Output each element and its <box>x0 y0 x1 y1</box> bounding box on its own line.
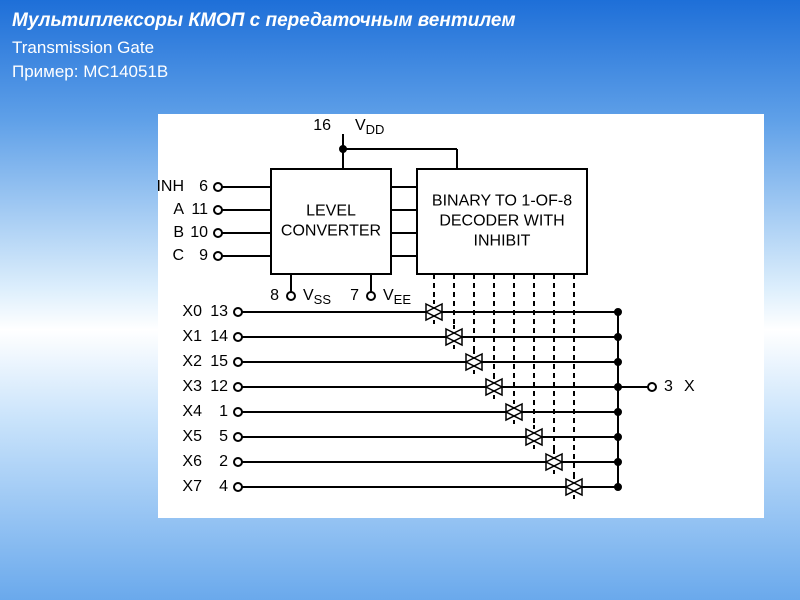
svg-text:6: 6 <box>199 178 208 195</box>
svg-text:X4: X4 <box>182 403 202 420</box>
slide-subtitle: Transmission Gate <box>12 38 154 58</box>
svg-text:8: 8 <box>270 287 279 304</box>
svg-text:X7: X7 <box>182 478 202 495</box>
svg-text:INH: INH <box>158 178 184 195</box>
svg-text:5: 5 <box>219 428 228 445</box>
svg-text:X2: X2 <box>182 353 202 370</box>
svg-text:A: A <box>173 201 184 218</box>
svg-text:X0: X0 <box>182 303 202 320</box>
svg-text:BINARY TO 1-OF-8: BINARY TO 1-OF-8 <box>432 193 572 210</box>
svg-text:7: 7 <box>350 287 359 304</box>
svg-text:X1: X1 <box>182 328 202 345</box>
svg-text:X6: X6 <box>182 453 202 470</box>
svg-text:16: 16 <box>313 117 331 134</box>
slide-title: Мультиплексоры КМОП с передаточным венти… <box>12 10 516 32</box>
svg-text:1: 1 <box>219 403 228 420</box>
svg-text:14: 14 <box>210 328 228 345</box>
svg-text:13: 13 <box>210 303 228 320</box>
svg-text:11: 11 <box>191 201 208 218</box>
svg-text:10: 10 <box>190 224 208 241</box>
svg-text:2: 2 <box>219 453 228 470</box>
svg-text:INHIBIT: INHIBIT <box>474 233 531 250</box>
circuit-diagram: LEVEL CONVERTER BINARY TO 1-OF-8 DECODER WI… <box>158 114 764 518</box>
svg-text:X: X <box>684 378 695 395</box>
svg-text:VSS: VSS <box>303 287 331 307</box>
svg-text:C: C <box>172 247 184 264</box>
svg-text:DECODER WITH: DECODER WITH <box>439 213 564 230</box>
svg-text:VEE: VEE <box>383 287 411 307</box>
slide-example: Пример: MC14051B <box>12 62 168 82</box>
slide-bg: Мультиплексоры КМОП с передаточным венти… <box>0 0 800 600</box>
svg-text:CONVERTER: CONVERTER <box>281 223 381 240</box>
svg-text:X5: X5 <box>182 428 202 445</box>
svg-text:X3: X3 <box>182 378 202 395</box>
svg-text:9: 9 <box>199 247 208 264</box>
svg-text:4: 4 <box>219 478 228 495</box>
svg-text:3: 3 <box>664 378 673 395</box>
svg-text:B: B <box>173 224 184 241</box>
svg-text:15: 15 <box>210 353 228 370</box>
svg-text:12: 12 <box>210 378 228 395</box>
svg-text:VDD: VDD <box>355 117 384 137</box>
svg-text:LEVEL: LEVEL <box>306 203 356 220</box>
